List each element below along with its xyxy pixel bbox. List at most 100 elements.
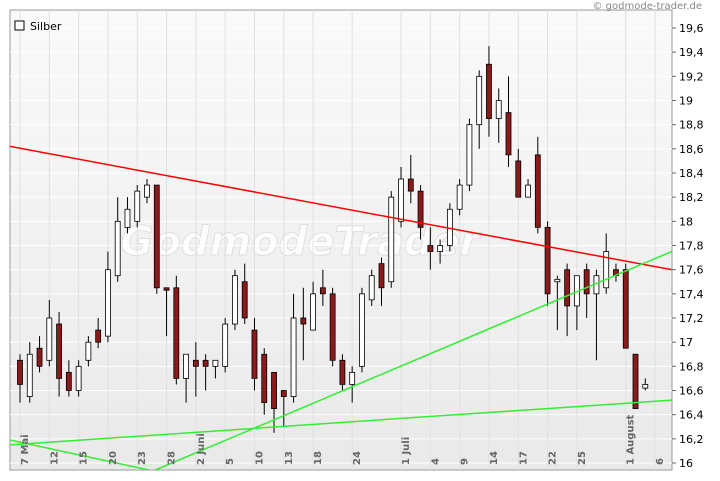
candle-body bbox=[564, 269, 571, 307]
candle-body bbox=[378, 263, 385, 289]
candle-body bbox=[466, 124, 473, 186]
candle-body bbox=[642, 384, 649, 389]
trendline bbox=[10, 145, 672, 271]
candle-body bbox=[603, 251, 610, 289]
candle-body bbox=[388, 196, 395, 283]
candle-body bbox=[486, 63, 492, 120]
x-tick-label: 24 bbox=[352, 451, 363, 465]
x-tick-label: 20 bbox=[108, 451, 119, 465]
candle-body bbox=[114, 220, 121, 277]
x-tick-label: 2 Juni bbox=[196, 433, 207, 465]
x-tick-label: 18 bbox=[313, 451, 324, 465]
y-tick-label: 19 bbox=[679, 95, 693, 108]
x-tick-label: 15 bbox=[79, 451, 90, 465]
candle-body bbox=[622, 269, 629, 349]
candle-body bbox=[554, 278, 561, 283]
trendline bbox=[10, 439, 151, 470]
candle-body bbox=[359, 293, 365, 367]
candle-body bbox=[300, 317, 307, 325]
x-tick-label: 12 bbox=[49, 451, 60, 465]
axis: 16 16,2 16,4 16,6 16,8 17 17,2 17,4 17,6 17,8 18 18… bbox=[20, 22, 704, 470]
candle-body bbox=[85, 341, 92, 361]
y-tick-label: 19,2 bbox=[679, 70, 704, 83]
candle-body bbox=[476, 75, 483, 126]
y-tick-label: 17,8 bbox=[679, 240, 704, 253]
x-tick-label: 6 bbox=[655, 458, 666, 465]
x-tick-label: 13 bbox=[284, 451, 295, 465]
candle-body bbox=[46, 317, 53, 361]
candle-body bbox=[241, 281, 248, 319]
x-tick-label: 25 bbox=[577, 451, 588, 465]
trendline bbox=[154, 250, 672, 470]
x-tick-label: 9 bbox=[460, 458, 471, 465]
y-tick-label: 16 bbox=[679, 457, 693, 470]
candle-body bbox=[544, 226, 551, 295]
candle-body bbox=[192, 359, 199, 367]
y-tick-label: 18,4 bbox=[679, 167, 704, 180]
y-tick-label: 17,2 bbox=[679, 312, 704, 325]
candle-body bbox=[319, 287, 326, 295]
y-tick-label: 16,4 bbox=[679, 409, 704, 422]
candle-body bbox=[212, 359, 219, 367]
candle-body bbox=[56, 323, 62, 379]
y-tick-label: 17 bbox=[679, 336, 693, 349]
candle-body bbox=[398, 178, 404, 222]
candle-body bbox=[36, 347, 43, 367]
candle-body bbox=[134, 190, 141, 222]
watermark: GodmodeTrader bbox=[121, 219, 482, 265]
candle-body bbox=[339, 359, 346, 385]
candle-body bbox=[534, 154, 541, 228]
candle-body bbox=[232, 275, 238, 325]
candle-body bbox=[329, 293, 336, 361]
candle-body bbox=[261, 353, 268, 403]
x-tick-label: 4 bbox=[430, 458, 441, 465]
x-tick-label: 5 bbox=[225, 458, 236, 465]
candle-body bbox=[456, 184, 463, 210]
candle-body bbox=[75, 365, 82, 391]
candle-body bbox=[525, 184, 531, 198]
y-tick-label: 18 bbox=[679, 215, 693, 228]
y-tick-label: 19,4 bbox=[679, 46, 704, 59]
y-tick-label: 18,8 bbox=[679, 119, 704, 132]
x-tick-label: 7 Mai bbox=[20, 434, 31, 465]
x-tick-label: 28 bbox=[167, 451, 178, 465]
trendlines bbox=[10, 145, 672, 470]
y-tick-label: 16,6 bbox=[679, 385, 704, 398]
candle-body bbox=[310, 293, 317, 331]
candle-body bbox=[222, 323, 229, 367]
candle-body bbox=[163, 287, 170, 291]
y-tick-label: 16,8 bbox=[679, 360, 704, 373]
candle-body bbox=[349, 371, 356, 385]
candle-body bbox=[280, 390, 287, 397]
candle-body bbox=[251, 329, 258, 379]
candle-body bbox=[368, 275, 375, 301]
candle-body bbox=[271, 371, 277, 410]
x-tick-label: 17 bbox=[518, 451, 529, 465]
y-tick-label: 18,2 bbox=[679, 191, 704, 204]
candle-body bbox=[437, 245, 444, 252]
x-tick-label: 1 Juli bbox=[401, 437, 412, 465]
marks bbox=[17, 46, 649, 433]
candle-body bbox=[495, 100, 502, 120]
x-tick-label: 14 bbox=[489, 451, 500, 465]
candle-body bbox=[183, 353, 189, 379]
candle-body bbox=[417, 190, 424, 228]
candle-body bbox=[427, 245, 434, 252]
legend-label: Silber bbox=[30, 20, 62, 33]
x-tick-label: 22 bbox=[548, 451, 559, 465]
candle-body bbox=[407, 178, 414, 192]
candle-body bbox=[95, 329, 102, 343]
y-tick-label: 18,6 bbox=[679, 143, 704, 156]
candle-body bbox=[26, 353, 33, 397]
candle-body bbox=[17, 359, 23, 385]
candle-body bbox=[124, 208, 131, 228]
copyright: © godmode-trader.de bbox=[593, 1, 703, 12]
trendline bbox=[10, 399, 672, 446]
candle-body bbox=[290, 317, 297, 397]
y-tick-label: 17,6 bbox=[679, 264, 704, 277]
candle-body bbox=[65, 371, 72, 391]
y-tick-label: 16,2 bbox=[679, 433, 704, 446]
candle-body bbox=[105, 269, 111, 337]
